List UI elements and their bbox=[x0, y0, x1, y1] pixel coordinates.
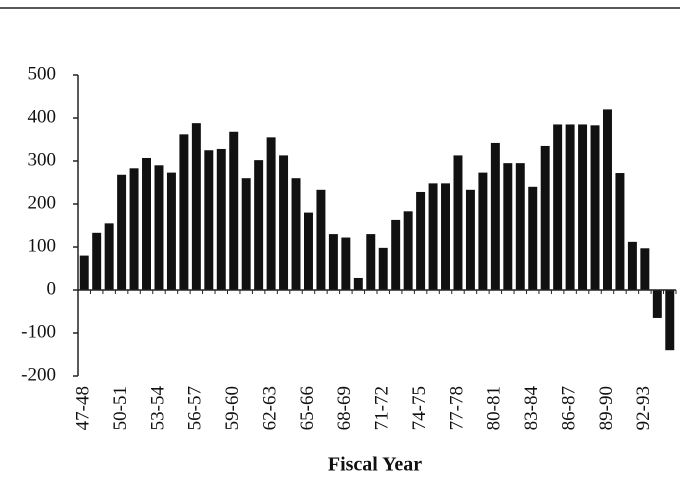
x-tick-label: 83-84 bbox=[521, 386, 542, 431]
bar bbox=[366, 234, 376, 290]
y-tick-label: 100 bbox=[28, 235, 57, 256]
bar bbox=[528, 186, 538, 290]
bar bbox=[416, 191, 426, 290]
x-tick-label: 92-93 bbox=[633, 386, 654, 430]
x-tick-label: 68-69 bbox=[334, 386, 355, 430]
y-tick-label: -200 bbox=[21, 364, 56, 385]
y-tick-label: 400 bbox=[28, 106, 57, 127]
y-tick-label: -100 bbox=[21, 321, 56, 342]
bar bbox=[403, 211, 413, 290]
bar bbox=[602, 109, 612, 291]
x-tick-label: 89-90 bbox=[596, 386, 617, 430]
x-tick-label: 80-81 bbox=[484, 386, 505, 430]
bar bbox=[291, 178, 301, 290]
y-tick-label: 0 bbox=[47, 278, 57, 299]
bar bbox=[428, 183, 438, 290]
bar bbox=[553, 124, 563, 290]
bar bbox=[378, 247, 388, 290]
x-tick-label: 86-87 bbox=[558, 386, 579, 430]
bar bbox=[565, 124, 575, 290]
bar bbox=[503, 163, 513, 290]
x-tick-label: 77-78 bbox=[446, 386, 467, 430]
bar bbox=[204, 150, 214, 290]
bar bbox=[241, 178, 251, 290]
bar bbox=[590, 125, 600, 290]
x-tick-label: 71-72 bbox=[372, 386, 393, 430]
bar bbox=[652, 290, 662, 318]
y-tick-label: 300 bbox=[28, 149, 57, 170]
y-tick-label: 500 bbox=[28, 63, 57, 84]
bar bbox=[540, 145, 550, 290]
bar bbox=[154, 165, 164, 290]
x-tick-label: 59-60 bbox=[222, 386, 243, 430]
bar bbox=[279, 155, 289, 290]
x-tick-label: 65-66 bbox=[297, 386, 318, 430]
y-tick-label: 200 bbox=[28, 192, 57, 213]
bar bbox=[353, 277, 363, 290]
bar bbox=[490, 142, 500, 290]
x-tick-label: 53-54 bbox=[147, 386, 168, 431]
bar bbox=[92, 232, 102, 290]
x-tick-label: 47-48 bbox=[73, 386, 94, 430]
bar bbox=[627, 241, 637, 290]
bar bbox=[515, 163, 525, 290]
bar bbox=[179, 134, 189, 290]
bar bbox=[79, 255, 89, 290]
x-tick-label: 50-51 bbox=[110, 386, 131, 430]
bar bbox=[254, 160, 264, 290]
bar bbox=[478, 172, 488, 290]
x-tick-label: 56-57 bbox=[185, 386, 206, 430]
bar bbox=[615, 173, 625, 290]
bar bbox=[665, 290, 675, 351]
bar bbox=[316, 189, 326, 290]
bar bbox=[578, 124, 588, 290]
bar bbox=[266, 137, 276, 290]
bar bbox=[216, 148, 226, 290]
bar bbox=[191, 123, 201, 290]
bar bbox=[303, 212, 313, 290]
bar bbox=[441, 183, 451, 290]
x-axis-title: Fiscal Year bbox=[328, 454, 422, 476]
bar bbox=[391, 219, 401, 290]
x-tick-label: 74-75 bbox=[409, 386, 430, 430]
bar bbox=[341, 237, 351, 290]
bar bbox=[117, 174, 127, 290]
bar bbox=[229, 131, 239, 290]
bar bbox=[465, 189, 475, 290]
bar bbox=[129, 168, 139, 290]
bar bbox=[104, 223, 114, 290]
bar bbox=[328, 234, 338, 290]
bar bbox=[453, 155, 463, 290]
bar bbox=[166, 172, 176, 290]
x-tick-label: 62-63 bbox=[259, 386, 280, 430]
bar bbox=[142, 157, 152, 290]
bar bbox=[640, 248, 650, 290]
